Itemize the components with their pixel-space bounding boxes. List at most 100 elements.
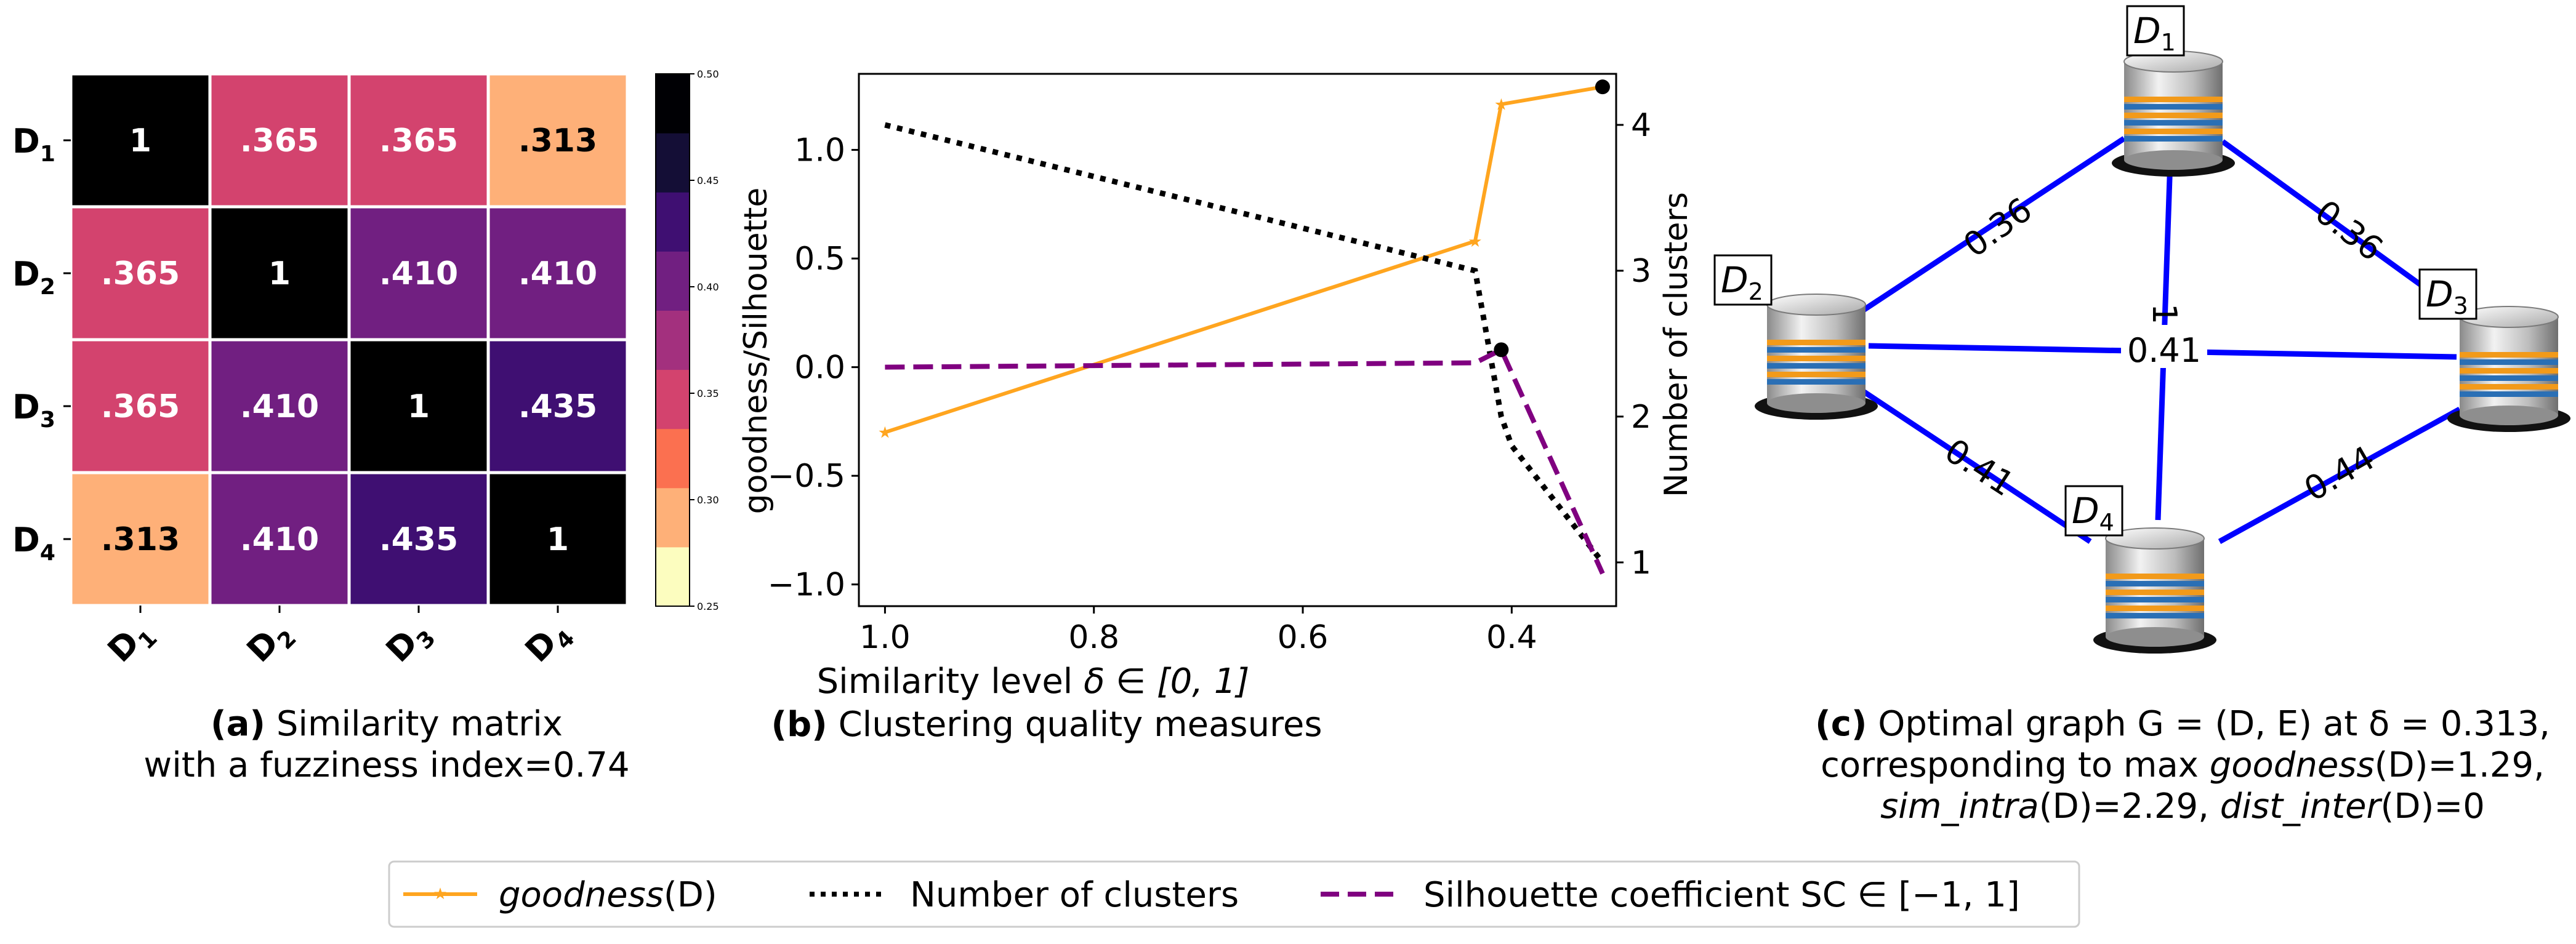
graph-node-label-box <box>2418 268 2477 320</box>
graph-node-label: D2 <box>1721 259 1763 305</box>
heatmap-col-label: D4 <box>518 612 580 674</box>
panel-b-caption: (b) Clustering quality measures <box>771 705 1322 745</box>
graph-edge-label: 1 <box>2145 303 2184 324</box>
colorbar-band <box>656 310 690 370</box>
legend-frame <box>388 860 2080 928</box>
heatmap-cell <box>486 338 629 474</box>
legend-silhouette-label: Silhouette coefficient SC ∈ [−1, 1] <box>1423 875 2020 915</box>
colorbar-band <box>656 192 690 252</box>
graph-node-label-box <box>2126 5 2185 57</box>
y-tick-label: 0.0 <box>794 350 845 386</box>
graph-node-label: D1 <box>2133 10 2176 56</box>
heatmap-cell-label: 1 <box>547 521 569 558</box>
heatmap-cell-label: .313 <box>101 521 180 558</box>
heatmap-cell <box>347 338 490 474</box>
heatmap-cell-label: 1 <box>268 255 291 292</box>
y-right-tick-label: 4 <box>1631 107 1651 144</box>
panel-c-caption-line2: corresponding to max goodness(D)=1.29, <box>1821 745 2545 785</box>
graph-edge-label: 0.44 <box>2298 438 2381 509</box>
colorbar-band <box>656 74 690 134</box>
heatmap-row-label: D2 <box>12 255 55 300</box>
x-tick-label: 0.6 <box>1278 619 1329 656</box>
colorbar-band <box>656 487 690 548</box>
colorbar-tick-label: 0.25 <box>697 601 719 612</box>
heatmap-cell-label: .410 <box>240 388 319 425</box>
panel-b-ylabel-left: goodness/Silhouette <box>738 188 775 514</box>
heatmap-cell <box>208 471 351 607</box>
colorbar-tick-label: 0.30 <box>697 494 719 506</box>
graph-edge-label: 0.41 <box>1938 431 2021 503</box>
goodness-marker: ★ <box>1494 95 1508 114</box>
y-right-tick-label: 3 <box>1631 253 1651 290</box>
y-right-tick-label: 1 <box>1631 545 1651 582</box>
y-tick-label: −0.5 <box>768 458 845 495</box>
graph-node-label-box <box>2064 485 2123 537</box>
y-tick-label: 1.0 <box>794 132 845 169</box>
heatmap-col-label: D2 <box>239 612 302 674</box>
graph-node-label: D4 <box>2072 490 2114 536</box>
chart-marker-dot <box>1494 342 1509 358</box>
colorbar-tick-label: 0.35 <box>697 388 719 399</box>
legend-goodness-label: goodness(D) <box>499 875 717 915</box>
panel-b-ylabel-right: Number of clusters <box>1658 192 1695 497</box>
similarity-heatmap: 1 .365 .365 .313 D1 .365 1 .410 .410 D2 .365 .410 1.… <box>12 72 629 674</box>
graph-edge <box>1861 388 2092 544</box>
database-icon <box>2111 50 2236 177</box>
heatmap-cell-label: .435 <box>379 521 458 558</box>
panel-c-caption-line3: sim_intra(D)=2.29, dist_inter(D)=0 <box>1880 786 2485 826</box>
graph-edge <box>2221 139 2458 313</box>
heatmap-cell-label: 1 <box>408 388 430 425</box>
database-icon <box>1754 294 1878 420</box>
chart-marker-dot <box>1595 79 1610 95</box>
goodness-marker: ★ <box>1468 233 1482 251</box>
heatmap-cell-label: .365 <box>101 255 180 292</box>
colorbar-band <box>656 428 690 489</box>
database-icon <box>2093 527 2217 654</box>
heatmap-cell <box>208 72 351 209</box>
heatmap-row-label: D4 <box>12 521 55 566</box>
panel-a-caption-line2: with a fuzziness index=0.74 <box>143 745 629 785</box>
heatmap-row-label: D3 <box>12 388 55 433</box>
y-tick-label: 0.5 <box>794 241 845 278</box>
colorbar-band <box>656 369 690 430</box>
heatmap-cell-label: .365 <box>240 122 319 159</box>
heatmap-cell <box>486 205 629 342</box>
heatmap-cell <box>208 205 351 342</box>
heatmap-cell-label: .410 <box>240 521 319 558</box>
x-tick-label: 0.4 <box>1486 619 1537 656</box>
heatmap-cell <box>69 72 212 209</box>
database-icon <box>2447 306 2571 433</box>
legend: ★ goodness(D) Number of clusters Silhoue… <box>388 860 2080 928</box>
heatmap-cell-label: .313 <box>518 122 597 159</box>
chart-frame <box>858 73 1617 607</box>
series-clusters-line <box>884 122 1605 564</box>
heatmap-col-label: D1 <box>100 612 163 674</box>
heatmap-cell-label: .365 <box>101 388 180 425</box>
heatmap-cell-label: .435 <box>518 388 597 425</box>
goodness-marker: ★ <box>878 424 892 442</box>
panel-b-xlabel: Similarity level δ ∈ [0, 1] <box>817 662 1250 702</box>
series-goodness-line <box>884 85 1603 434</box>
heatmap-cell-label: .410 <box>379 255 458 292</box>
heatmap-col-label: D3 <box>379 612 441 674</box>
heatmap-cell <box>347 471 490 607</box>
graph-edge-label: 0.41 <box>2127 331 2201 370</box>
graph-node-label: D3 <box>2426 273 2468 319</box>
heatmap-cell <box>486 471 629 607</box>
colorbar-band <box>656 251 690 311</box>
legend-goodness-star: ★ <box>433 885 447 903</box>
graph-node-label-box <box>1713 254 1773 306</box>
colorbar-frame <box>655 73 690 607</box>
panel-c-caption-line1: (c) Optimal graph G = (D, E) at δ = 0.31… <box>1815 704 2550 744</box>
heatmap-cell-label: .365 <box>379 122 458 159</box>
colorbar-tick-label: 0.45 <box>697 175 719 186</box>
colorbar-tick-label: 0.40 <box>697 281 719 293</box>
series-silhouette-line <box>885 346 1605 575</box>
colorbar-tick-label: 0.50 <box>697 68 719 80</box>
heatmap-cell-label: 1 <box>129 122 151 159</box>
y-right-tick-label: 2 <box>1631 399 1651 436</box>
panel-a-caption-line1: (a) Similarity matrix <box>211 704 563 744</box>
